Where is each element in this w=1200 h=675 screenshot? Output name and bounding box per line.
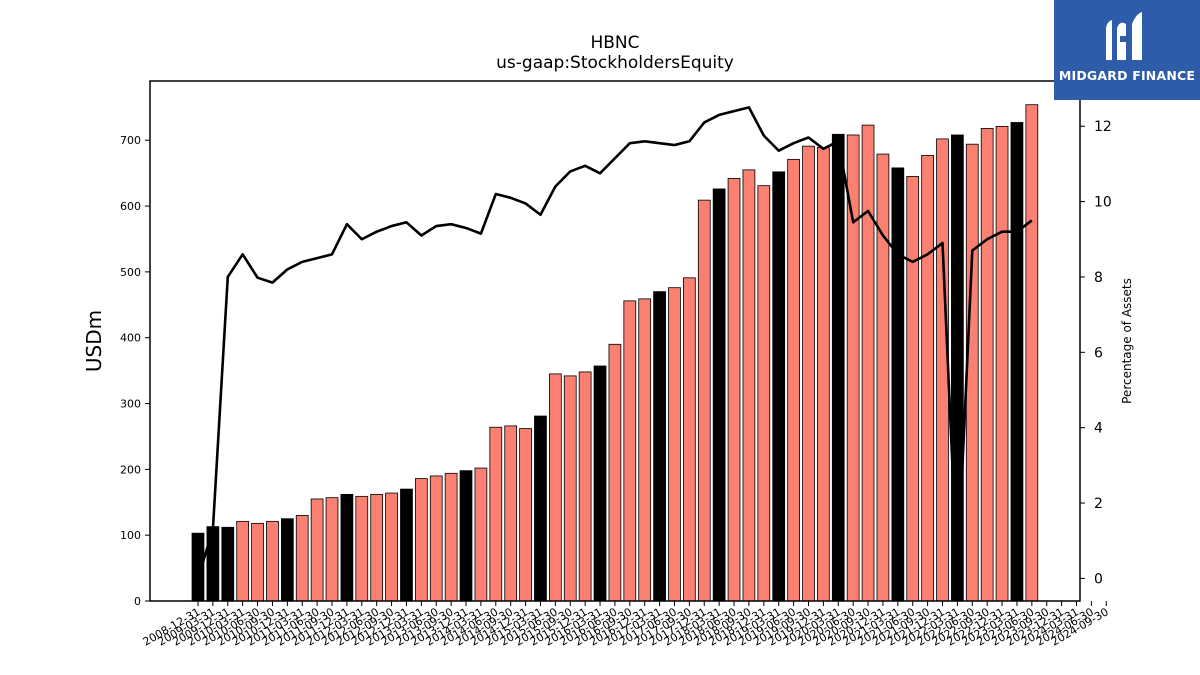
bar bbox=[266, 520, 279, 602]
bar bbox=[578, 371, 592, 602]
bar bbox=[385, 492, 398, 602]
midgard-logo-icon bbox=[1106, 12, 1142, 61]
bar bbox=[653, 291, 666, 602]
left-axis-ticks: 0 100 200 300 400 500 600 700 bbox=[120, 134, 150, 608]
bar bbox=[340, 493, 354, 602]
bar bbox=[474, 467, 488, 602]
y2-tick-label: 2 bbox=[1094, 496, 1103, 512]
y-tick-label: 200 bbox=[120, 463, 141, 476]
bar bbox=[444, 472, 458, 602]
bar bbox=[1025, 104, 1039, 602]
bar bbox=[325, 497, 339, 602]
bar bbox=[414, 478, 428, 602]
bar bbox=[206, 526, 220, 602]
bar bbox=[608, 343, 622, 602]
y-tick-label: 500 bbox=[120, 266, 141, 279]
y-tick-label: 0 bbox=[134, 595, 141, 608]
chart-title: HBNC bbox=[590, 33, 639, 53]
y2-tick-label: 4 bbox=[1094, 421, 1103, 437]
bar bbox=[310, 498, 324, 602]
bar bbox=[787, 158, 800, 602]
bar bbox=[1010, 122, 1024, 602]
bar bbox=[965, 143, 979, 602]
bar bbox=[742, 169, 756, 602]
bar bbox=[280, 518, 294, 602]
midgard-finance-logo: MIDGARD FINANCE bbox=[1054, 0, 1200, 100]
y-tick-label: 400 bbox=[120, 332, 141, 345]
bar bbox=[623, 300, 637, 602]
bar bbox=[995, 126, 1009, 602]
y2-tick-label: 0 bbox=[1094, 571, 1103, 587]
bar bbox=[921, 154, 934, 602]
bar bbox=[563, 375, 577, 602]
bar bbox=[817, 147, 830, 602]
bar bbox=[891, 167, 905, 602]
y-tick-label: 300 bbox=[120, 398, 141, 411]
bar bbox=[489, 426, 503, 602]
chart-subtitle: us-gaap:StockholdersEquity bbox=[496, 53, 734, 73]
x-axis-ticks: 2008-12-312009-03-312009-12-312010-03-31… bbox=[141, 601, 1111, 649]
bar bbox=[355, 495, 369, 602]
bar-series bbox=[191, 104, 1039, 602]
bar bbox=[251, 522, 264, 602]
bar bbox=[400, 488, 413, 602]
bar bbox=[772, 171, 786, 602]
y2-tick-label: 6 bbox=[1094, 345, 1103, 361]
y-tick-label: 600 bbox=[120, 200, 141, 213]
y-tick-label: 700 bbox=[120, 134, 141, 147]
bar bbox=[936, 138, 949, 602]
bar bbox=[906, 176, 920, 602]
bar bbox=[459, 470, 473, 602]
bar bbox=[727, 178, 741, 602]
bar bbox=[861, 124, 875, 602]
bar bbox=[638, 298, 652, 602]
y2-tick-label: 10 bbox=[1094, 195, 1112, 211]
bar bbox=[370, 493, 384, 602]
bar bbox=[980, 127, 994, 602]
pct-of-assets-series bbox=[196, 106, 1033, 579]
y2-tick-label: 12 bbox=[1094, 119, 1112, 135]
bar bbox=[534, 415, 547, 602]
bar bbox=[519, 428, 532, 602]
bar bbox=[549, 373, 562, 602]
y2-tick-label: 8 bbox=[1094, 270, 1103, 286]
bar bbox=[221, 526, 235, 602]
bar bbox=[683, 277, 696, 602]
bar bbox=[295, 515, 309, 602]
bar bbox=[236, 520, 250, 602]
bar bbox=[593, 365, 607, 602]
bar bbox=[802, 145, 815, 602]
bar bbox=[757, 185, 771, 602]
bar bbox=[429, 475, 443, 602]
bar bbox=[504, 425, 518, 602]
bar bbox=[951, 134, 964, 602]
y-axis-label: USDm bbox=[82, 310, 106, 372]
logo-text: MIDGARD FINANCE bbox=[1058, 68, 1196, 83]
y2-axis-label: Percentage of Assets bbox=[1120, 278, 1134, 404]
bar bbox=[831, 133, 845, 602]
bar bbox=[697, 199, 711, 602]
y-tick-label: 100 bbox=[120, 529, 141, 542]
plot-frame bbox=[149, 80, 1081, 602]
bar bbox=[876, 153, 890, 602]
right-axis-ticks: 0 2 4 6 8 10 12 bbox=[1080, 119, 1112, 587]
pct-of-assets-line bbox=[196, 106, 1033, 579]
bar bbox=[668, 287, 681, 602]
bar bbox=[712, 188, 726, 602]
